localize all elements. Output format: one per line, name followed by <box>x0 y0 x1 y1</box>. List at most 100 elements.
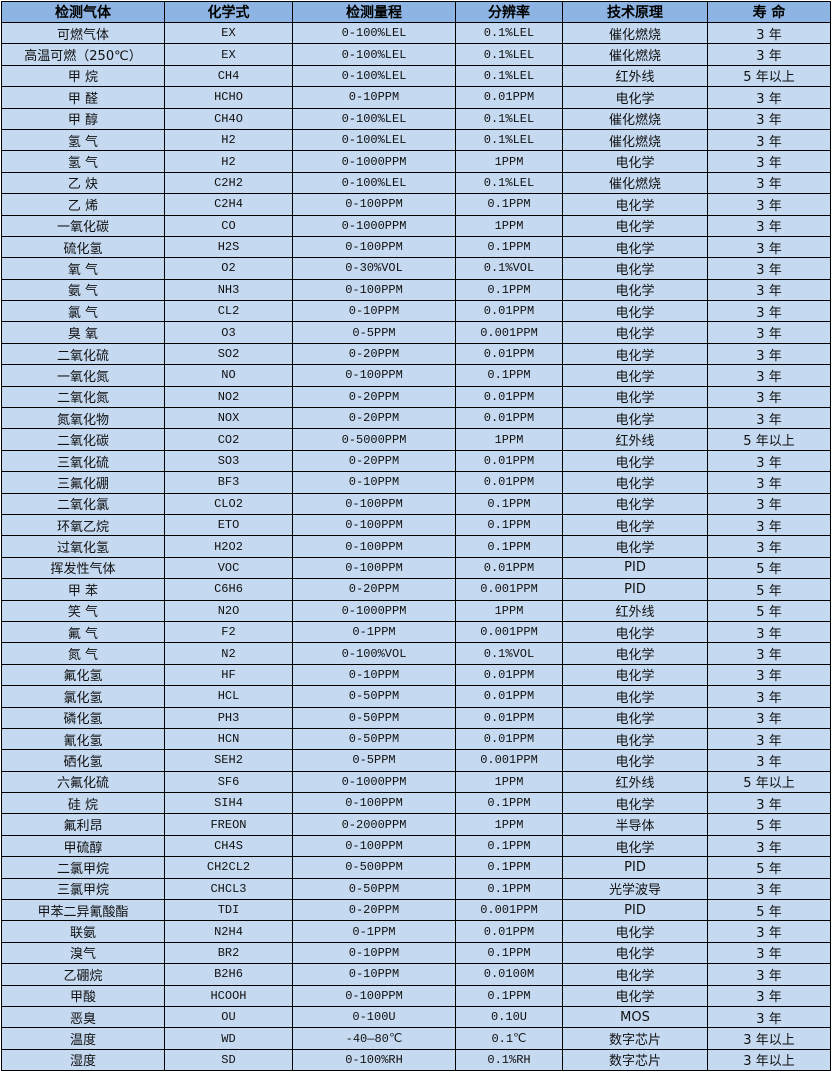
gas-cell: 二氧化硫 <box>1 342 165 366</box>
range-cell: 0-2000PPM <box>292 813 456 836</box>
range-cell: 0-100PPM <box>292 792 456 815</box>
principle-cell: 电化学 <box>562 685 708 708</box>
principle-cell: MOS <box>562 1005 708 1029</box>
table-row: 臭 氧 O3 0-5PPM 0.001PPM 电化学 3 年 <box>1 321 831 344</box>
resolution-cell: 0.1PPM <box>455 364 563 387</box>
gas-cell: 硅 烷 <box>1 792 165 815</box>
table-row: 乙硼烷 B2H6 0-10PPM 0.0100M 电化学 3 年 <box>1 963 831 986</box>
range-cell: 0-1PPM <box>292 920 456 943</box>
resolution-cell: 0.1%LEL <box>455 21 563 45</box>
gas-cell: 湿度 <box>1 1048 165 1072</box>
table-row: 乙 炔 C2H2 0-100%LEL 0.1%LEL 催化燃烧 3 年 <box>1 171 831 195</box>
lifespan-cell: 3 年 <box>707 107 831 130</box>
lifespan-cell: 3 年以上 <box>707 1048 831 1072</box>
formula-cell: H2O2 <box>164 535 293 558</box>
table-row: 氰化氢 HCN 0-50PPM 0.01PPM 电化学 3 年 <box>1 727 831 751</box>
gas-cell: 氟化氢 <box>1 663 165 687</box>
formula-cell: CH4 <box>164 64 293 88</box>
resolution-cell: 0.01PPM <box>455 342 563 366</box>
range-cell: 0-10PPM <box>292 663 456 687</box>
resolution-cell: 1PPM <box>455 770 563 794</box>
principle-cell: 电化学 <box>562 300 708 323</box>
resolution-cell: 0.1%LEL <box>455 128 563 152</box>
resolution-cell: 1PPM <box>455 214 563 237</box>
principle-cell: 电化学 <box>562 663 708 687</box>
lifespan-cell: 3 年 <box>707 407 831 430</box>
resolution-cell: 0.01PPM <box>455 920 563 943</box>
range-cell: 0-100%VOL <box>292 642 456 665</box>
resolution-cell: 0.001PPM <box>455 321 563 344</box>
formula-cell: NOX <box>164 407 293 430</box>
formula-cell: HCN <box>164 727 293 751</box>
resolution-cell: 0.01PPM <box>455 385 563 409</box>
table-row: 可燃气体 EX 0-100%LEL 0.1%LEL 催化燃烧 3 年 <box>1 21 831 45</box>
resolution-cell: 0.1PPM <box>455 856 563 879</box>
range-cell: 0-100PPM <box>292 513 456 537</box>
header-resolution: 分辨率 <box>455 1 563 23</box>
principle-cell: 电化学 <box>562 834 708 858</box>
range-cell: 0-50PPM <box>292 706 456 729</box>
range-cell: 0-100PPM <box>292 278 456 302</box>
gas-cell: 二氯甲烷 <box>1 856 165 879</box>
principle-cell: 电化学 <box>562 535 708 558</box>
range-cell: 0-30%VOL <box>292 257 456 280</box>
lifespan-cell: 3 年 <box>707 342 831 366</box>
table-row: 恶臭 OU 0-100U 0.10U MOS 3 年 <box>1 1005 831 1029</box>
lifespan-cell: 3 年 <box>707 920 831 943</box>
gas-cell: 甲硫醇 <box>1 834 165 858</box>
lifespan-cell: 3 年 <box>707 642 831 665</box>
gas-cell: 环氧乙烷 <box>1 513 165 537</box>
resolution-cell: 0.1%LEL <box>455 64 563 88</box>
formula-cell: F2 <box>164 620 293 644</box>
gas-cell: 甲 醛 <box>1 86 165 109</box>
lifespan-cell: 3 年 <box>707 535 831 558</box>
range-cell: 0-10PPM <box>292 941 456 965</box>
range-cell: 0-20PPM <box>292 407 456 430</box>
principle-cell: 电化学 <box>562 792 708 815</box>
range-cell: 0-500PPM <box>292 856 456 879</box>
range-cell: 0-10PPM <box>292 300 456 323</box>
resolution-cell: 0.1PPM <box>455 941 563 965</box>
lifespan-cell: 3 年 <box>707 749 831 772</box>
gas-cell: 三氟化硼 <box>1 471 165 494</box>
resolution-cell: 0.1PPM <box>455 984 563 1007</box>
principle-cell: 电化学 <box>562 235 708 259</box>
table-row: 温度 WD -40—80℃ 0.1℃ 数字芯片 3 年以上 <box>1 1027 831 1050</box>
formula-cell: CO2 <box>164 428 293 451</box>
principle-cell: 电化学 <box>562 407 708 430</box>
table-row: 乙 烯 C2H4 0-100PPM 0.1PPM 电化学 3 年 <box>1 193 831 216</box>
lifespan-cell: 3 年以上 <box>707 1027 831 1050</box>
formula-cell: N2H4 <box>164 920 293 943</box>
table-row: 硒化氢 SEH2 0-5PPM 0.001PPM 电化学 3 年 <box>1 749 831 772</box>
principle-cell: 电化学 <box>562 749 708 772</box>
lifespan-cell: 3 年 <box>707 492 831 515</box>
range-cell: 0-100U <box>292 1005 456 1029</box>
lifespan-cell: 3 年 <box>707 984 831 1007</box>
resolution-cell: 0.1PPM <box>455 513 563 537</box>
range-cell: 0-20PPM <box>292 578 456 601</box>
table-row: 甲苯二异氰酸酯 TDI 0-20PPM 0.001PPM PID 5 年 <box>1 899 831 922</box>
lifespan-cell: 5 年 <box>707 599 831 622</box>
range-cell: 0-20PPM <box>292 449 456 473</box>
formula-cell: CH2CL2 <box>164 856 293 879</box>
gas-cell: 氢 气 <box>1 128 165 152</box>
formula-cell: N2O <box>164 599 293 622</box>
resolution-cell: 0.01PPM <box>455 663 563 687</box>
table-row: 硫化氢 H2S 0-100PPM 0.1PPM 电化学 3 年 <box>1 235 831 259</box>
formula-cell: H2 <box>164 150 293 173</box>
range-cell: 0-20PPM <box>292 899 456 922</box>
lifespan-cell: 3 年 <box>707 278 831 302</box>
formula-cell: SO3 <box>164 449 293 473</box>
lifespan-cell: 5 年以上 <box>707 770 831 794</box>
principle-cell: 催化燃烧 <box>562 128 708 152</box>
range-cell: 0-100PPM <box>292 492 456 515</box>
header-formula: 化学式 <box>164 1 293 23</box>
principle-cell: 电化学 <box>562 385 708 409</box>
table-row: 氢 气 H2 0-100%LEL 0.1%LEL 催化燃烧 3 年 <box>1 128 831 152</box>
range-cell: 0-10PPM <box>292 86 456 109</box>
principle-cell: 催化燃烧 <box>562 21 708 45</box>
principle-cell: 电化学 <box>562 513 708 537</box>
principle-cell: 电化学 <box>562 620 708 644</box>
formula-cell: SIH4 <box>164 792 293 815</box>
principle-cell: 电化学 <box>562 150 708 173</box>
